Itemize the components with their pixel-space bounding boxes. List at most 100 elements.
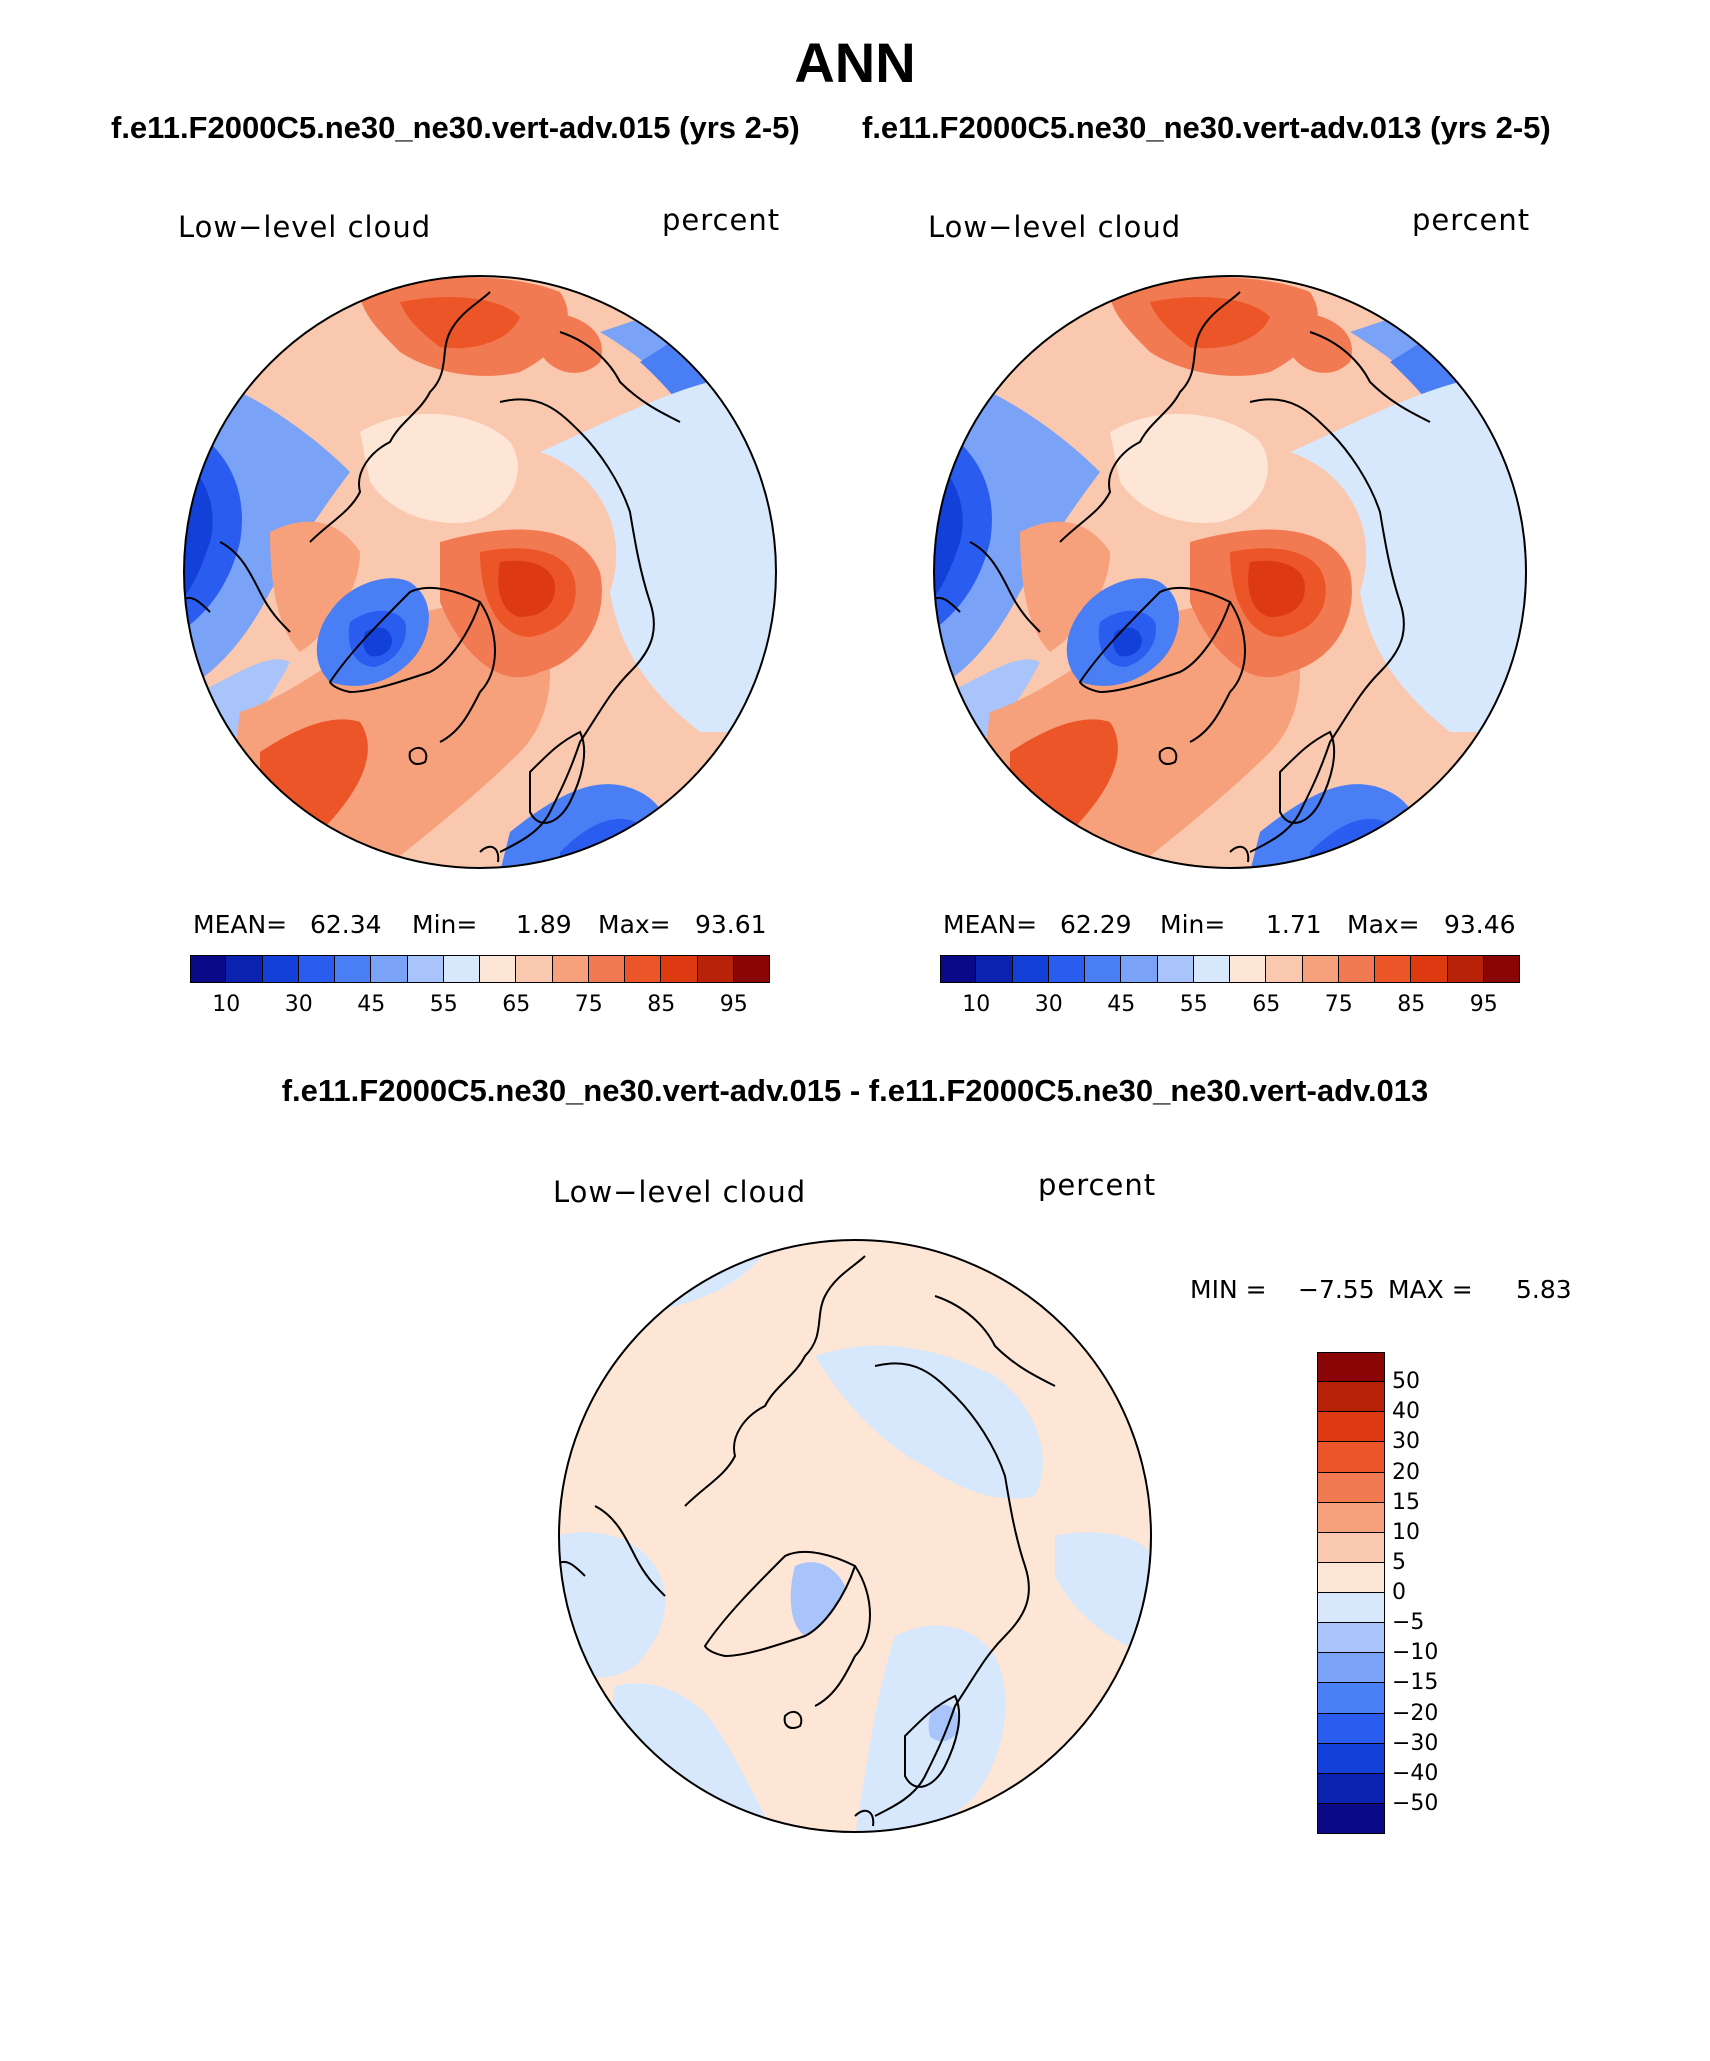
diff-colorbar-swatch: [1317, 1593, 1385, 1624]
panel-b-polar-map: [933, 275, 1527, 869]
diff-colorbar-swatch: [1317, 1562, 1385, 1593]
diff-colorbar-tick-label: −40: [1392, 1760, 1439, 1786]
panel-a-coastlines: [184, 291, 681, 863]
panel-b-colorbar-swatch: [940, 955, 977, 983]
panel-a-colorbar-tick-label: 65: [502, 992, 531, 1017]
panel-b-colorbar-swatch: [1375, 955, 1412, 983]
panel-b-min-value: 1.71: [1266, 910, 1322, 939]
panel-a-colorbar-tick-label: 30: [284, 992, 313, 1017]
panel-b-colorbar-tick-label: 30: [1034, 992, 1063, 1017]
panel-b-colorbar-swatch: [1266, 955, 1303, 983]
diff-colorbar-tick-label: 5: [1392, 1549, 1406, 1575]
diff-colorbar-swatch: [1317, 1502, 1385, 1533]
panel-a-contour-fill: [184, 276, 776, 868]
diff-colorbar-swatch: [1317, 1382, 1385, 1413]
panel-a-colorbar-swatch: [661, 955, 698, 983]
panel-a-colorbar-swatch: [226, 955, 263, 983]
panel-a-colorbar-swatch: [480, 955, 517, 983]
panel-b-colorbar-swatch: [1411, 955, 1448, 983]
case-a-title: f.e11.F2000C5.ne30_ne30.vert-adv.015 (yr…: [111, 110, 800, 145]
panel-b-min-label: Min=: [1160, 910, 1226, 939]
diff-variable-label: Low−level cloud: [553, 1175, 807, 1209]
panel-b-colorbar-swatch: [1483, 955, 1520, 983]
diff-colorbar-tick-label: 30: [1392, 1429, 1420, 1455]
diff-colorbar-swatch: [1317, 1472, 1385, 1503]
diff-colorbar-tick-label: −30: [1392, 1730, 1439, 1756]
diff-coastlines: [559, 1255, 1056, 1827]
panel-b-colorbar-tick-label: 45: [1107, 992, 1136, 1017]
panel-b-variable-label: Low−level cloud: [928, 210, 1182, 244]
panel-b-colorbar-swatch: [1338, 955, 1375, 983]
panel-b-units-label: percent: [1412, 203, 1531, 237]
panel-a-map-border: [183, 275, 777, 869]
diff-colorbar-tick-label: 50: [1392, 1369, 1420, 1395]
panel-b-colorbar-swatch: [1230, 955, 1267, 983]
diff-colorbar-swatch: [1317, 1442, 1385, 1473]
panel-a-colorbar-swatch: [443, 955, 480, 983]
diff-units-label: percent: [1038, 1168, 1157, 1202]
diff-colorbar-tick-label: 40: [1392, 1399, 1420, 1425]
panel-a-colorbar-ticks: 10 30 45 55 65 75 85 95: [190, 992, 770, 1022]
diff-colorbar-tick-label: −5: [1392, 1610, 1425, 1636]
panel-b-colorbar-ticks: 10 30 45 55 65 75 85 95: [940, 992, 1520, 1022]
panel-b-colorbar-tick-label: 85: [1397, 992, 1426, 1017]
panel-a-polar-map: [183, 275, 777, 869]
diff-colorbar-swatch: [1317, 1683, 1385, 1714]
panel-a-max-label: Max=: [598, 910, 671, 939]
panel-a-colorbar-swatch: [516, 955, 553, 983]
panel-a-colorbar-tick-label: 55: [429, 992, 458, 1017]
panel-b-colorbar-tick-label: 55: [1179, 992, 1208, 1017]
panel-a-mean-value: 62.34: [310, 910, 382, 939]
panel-b-colorbar-tick-label: 95: [1469, 992, 1498, 1017]
panel-a-colorbar-tick-label: 45: [357, 992, 386, 1017]
panel-a-colorbar-swatch: [190, 955, 227, 983]
diff-colorbar-swatch: [1317, 1743, 1385, 1774]
diff-polar-map: [558, 1239, 1152, 1833]
panel-a-colorbar-swatch: [552, 955, 589, 983]
panel-b-colorbar-swatch: [1012, 955, 1049, 983]
panel-a-colorbar-swatch: [262, 955, 299, 983]
panel-b-colorbar-swatch: [1193, 955, 1230, 983]
panel-b-mean-label: MEAN=: [943, 910, 1038, 939]
diff-min-value: −7.55: [1298, 1275, 1375, 1304]
panel-a-colorbar-swatch: [335, 955, 372, 983]
diff-colorbar-swatch: [1317, 1803, 1385, 1834]
panel-a-colorbar-swatch: [407, 955, 444, 983]
diff-max-value: 5.83: [1516, 1275, 1572, 1304]
panel-b-mean-value: 62.29: [1060, 910, 1132, 939]
diff-colorbar-swatch: [1317, 1623, 1385, 1654]
panel-a-colorbar-swatch: [697, 955, 734, 983]
panel-a-colorbar-swatch: [298, 955, 335, 983]
diff-colorbar-tick-label: −50: [1392, 1790, 1439, 1816]
panel-b-coastlines: [934, 291, 1431, 863]
diff-colorbar-tick-label: 0: [1392, 1580, 1406, 1605]
panel-a-colorbar-swatch: [733, 955, 770, 983]
diff-map-border: [558, 1239, 1152, 1833]
panel-a-colorbar-swatch: [371, 955, 408, 983]
diff-colorbar-swatch: [1317, 1773, 1385, 1804]
diff-colorbar-tick-label: −10: [1392, 1640, 1439, 1666]
panel-a-variable-label: Low−level cloud: [178, 210, 432, 244]
diff-colorbar-swatch: [1317, 1412, 1385, 1443]
panel-b-colorbar-swatch: [976, 955, 1013, 983]
panel-a-colorbar-tick-label: 10: [212, 992, 241, 1017]
panel-b-colorbar-swatch: [1447, 955, 1484, 983]
diff-colorbar-swatch: [1317, 1352, 1385, 1383]
diff-colorbar-tick-label: 10: [1392, 1519, 1420, 1545]
panel-b-colorbar-swatch: [1085, 955, 1122, 983]
panel-b-colorbar-swatch: [1157, 955, 1194, 983]
diff-colorbar-swatch: [1317, 1653, 1385, 1684]
panel-a-colorbar-swatch: [588, 955, 625, 983]
diff-colorbar: [1317, 1352, 1385, 1834]
diff-max-label: MAX =: [1388, 1275, 1473, 1304]
diff-colorbar-tick-label: −20: [1392, 1700, 1439, 1726]
panel-b-colorbar-swatch: [1048, 955, 1085, 983]
panel-a-colorbar-swatch: [625, 955, 662, 983]
panel-b-colorbar-tick-label: 65: [1252, 992, 1281, 1017]
panel-b-colorbar-tick-label: 10: [962, 992, 991, 1017]
diff-colorbar-tick-label: 15: [1392, 1489, 1420, 1515]
panel-a-colorbar-tick-label: 75: [574, 992, 603, 1017]
panel-b-colorbar-tick-label: 75: [1324, 992, 1353, 1017]
panel-a-units-label: percent: [662, 203, 781, 237]
panel-a-colorbar-tick-label: 85: [647, 992, 676, 1017]
